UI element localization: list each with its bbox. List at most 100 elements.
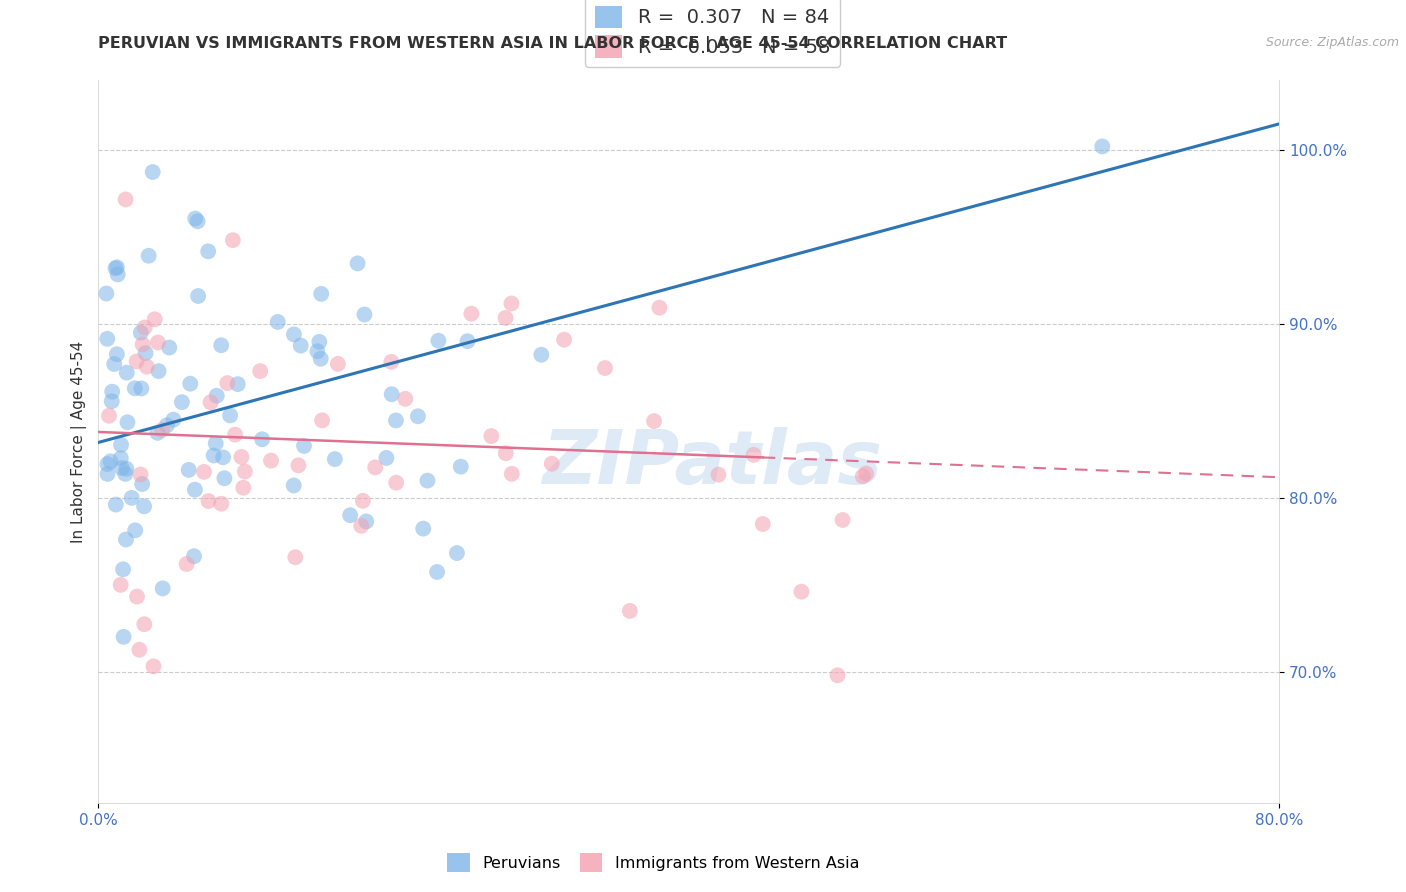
Point xyxy=(197,244,219,259)
Point xyxy=(156,418,179,433)
Point xyxy=(197,494,219,508)
Point xyxy=(135,346,157,360)
Point xyxy=(311,413,333,427)
Point xyxy=(540,457,562,471)
Point xyxy=(107,268,129,282)
Point xyxy=(831,513,853,527)
Point xyxy=(501,296,523,310)
Point xyxy=(125,354,148,368)
Point xyxy=(643,414,665,428)
Point xyxy=(101,384,124,399)
Point xyxy=(292,439,315,453)
Point xyxy=(326,357,349,371)
Point xyxy=(202,449,225,463)
Point xyxy=(364,460,387,475)
Point xyxy=(267,315,290,329)
Point xyxy=(150,423,173,437)
Point xyxy=(742,448,765,462)
Point xyxy=(205,389,228,403)
Point xyxy=(183,549,205,564)
Point xyxy=(394,392,416,406)
Point xyxy=(501,467,523,481)
Point xyxy=(553,333,575,347)
Point xyxy=(204,436,226,450)
Point xyxy=(114,467,136,481)
Point xyxy=(323,452,346,467)
Point xyxy=(416,474,439,488)
Point xyxy=(224,427,246,442)
Point xyxy=(138,249,160,263)
Point xyxy=(105,260,128,275)
Point xyxy=(381,387,404,401)
Point xyxy=(212,450,235,465)
Point xyxy=(406,409,429,424)
Point xyxy=(179,376,201,391)
Point xyxy=(96,457,118,471)
Point xyxy=(249,364,271,378)
Point xyxy=(283,478,305,492)
Point xyxy=(142,659,165,673)
Point xyxy=(103,357,125,371)
Point xyxy=(852,469,875,483)
Point xyxy=(146,335,169,350)
Point xyxy=(134,617,156,632)
Point xyxy=(96,286,118,301)
Point xyxy=(232,481,254,495)
Point xyxy=(479,429,502,443)
Point xyxy=(593,361,616,376)
Point xyxy=(339,508,361,523)
Point xyxy=(250,432,273,446)
Point xyxy=(104,261,127,276)
Point xyxy=(290,338,312,352)
Y-axis label: In Labor Force | Age 45-54: In Labor Force | Age 45-54 xyxy=(72,341,87,542)
Point xyxy=(128,642,150,657)
Point xyxy=(648,301,671,315)
Point xyxy=(855,467,877,481)
Point xyxy=(115,462,138,476)
Point xyxy=(117,415,139,429)
Point xyxy=(283,327,305,342)
Point xyxy=(790,584,813,599)
Point xyxy=(346,256,368,270)
Point xyxy=(287,458,309,473)
Point xyxy=(129,467,152,482)
Point xyxy=(375,450,398,465)
Point xyxy=(385,413,408,427)
Point xyxy=(132,500,155,514)
Point xyxy=(412,522,434,536)
Point xyxy=(308,334,330,349)
Point xyxy=(457,334,479,349)
Point xyxy=(114,193,136,207)
Text: PERUVIAN VS IMMIGRANTS FROM WESTERN ASIA IN LABOR FORCE | AGE 45-54 CORRELATION : PERUVIAN VS IMMIGRANTS FROM WESTERN ASIA… xyxy=(98,36,1008,52)
Point xyxy=(131,337,153,351)
Point xyxy=(143,312,166,326)
Point xyxy=(352,493,374,508)
Point xyxy=(217,376,239,390)
Point xyxy=(222,233,245,247)
Point xyxy=(209,497,232,511)
Point xyxy=(219,409,242,423)
Point xyxy=(307,344,329,359)
Point xyxy=(426,565,449,579)
Point xyxy=(104,498,127,512)
Point xyxy=(226,377,249,392)
Point xyxy=(446,546,468,560)
Point xyxy=(125,590,148,604)
Point xyxy=(187,289,209,303)
Point xyxy=(98,409,121,423)
Point xyxy=(110,578,132,592)
Point xyxy=(184,483,207,497)
Point xyxy=(209,338,232,352)
Point xyxy=(350,518,373,533)
Point xyxy=(530,348,553,362)
Point xyxy=(100,394,122,409)
Point xyxy=(115,533,138,547)
Point xyxy=(148,364,170,378)
Point xyxy=(827,668,849,682)
Point xyxy=(110,438,132,452)
Point xyxy=(495,446,517,460)
Point xyxy=(135,359,157,374)
Point xyxy=(152,582,174,596)
Point xyxy=(309,286,332,301)
Point xyxy=(284,550,307,565)
